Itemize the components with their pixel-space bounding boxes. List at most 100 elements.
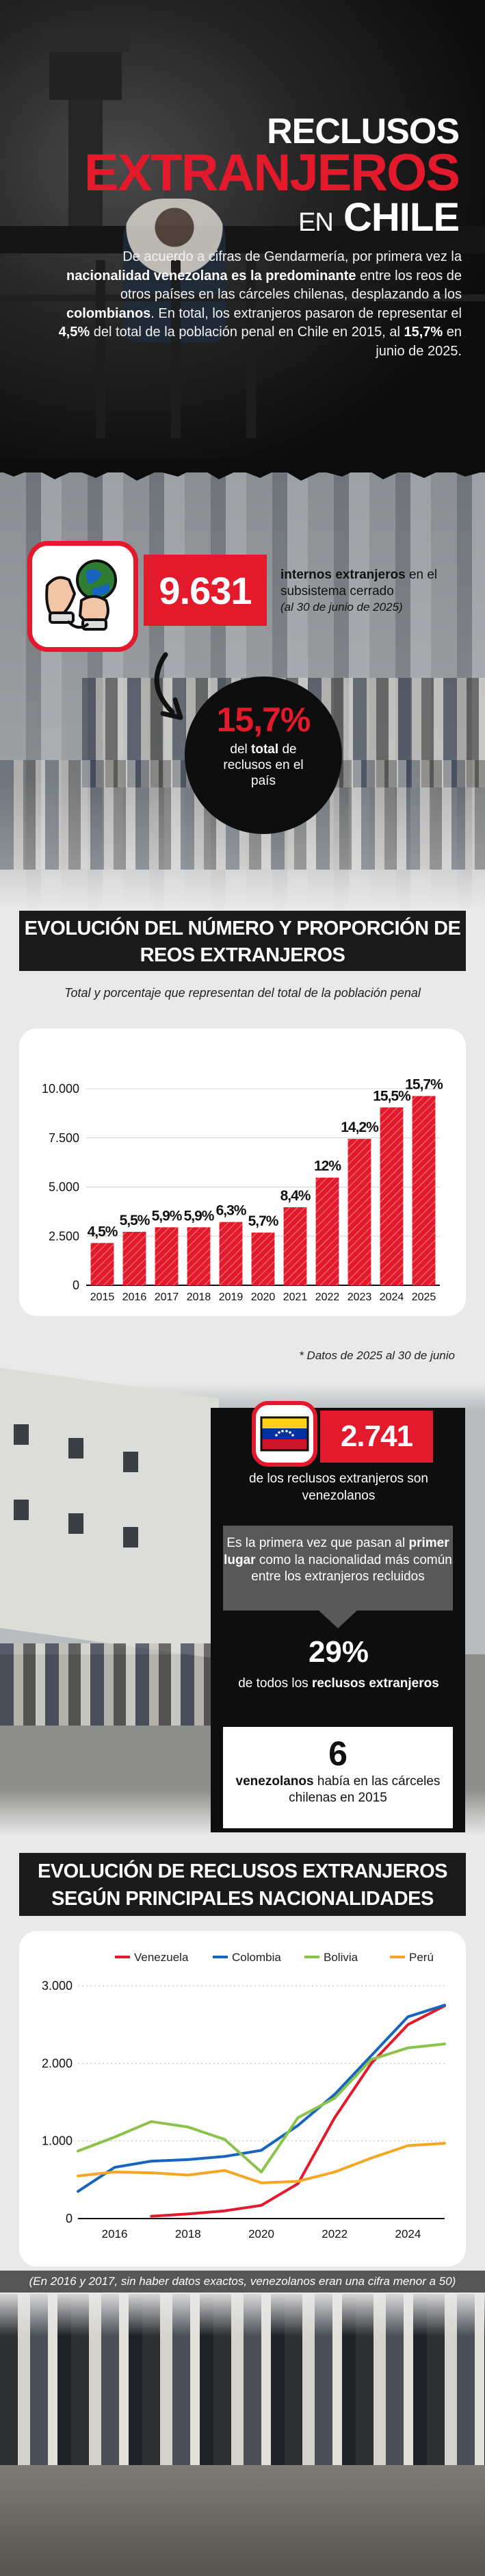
bar-data-label: 15,5% (373, 1088, 411, 1104)
bar-data-label: 5,5% (120, 1213, 150, 1228)
torn-edge-decoration (0, 459, 485, 481)
percentage-value: 15,7% (216, 700, 311, 739)
intro-highlight: 15,7% (404, 325, 443, 340)
legend-label: Venezuela (134, 1951, 189, 1964)
x-tick-label: 2022 (322, 2227, 348, 2240)
watchtower-cabin (49, 52, 122, 100)
bar (219, 1222, 243, 1285)
intro-paragraph: De acuerdo a cifras de Gendarmería, por … (44, 248, 462, 362)
handcuffs-icon-card (27, 541, 138, 652)
handcuffed-globe-icon (45, 559, 117, 631)
wall-image (0, 226, 485, 253)
bar (283, 1207, 307, 1285)
label-bold: total (251, 742, 279, 757)
line-chart: Venezuela Colombia Bolivia Perú 0 1.000 2.000 3… (42, 1951, 446, 2240)
foreign-inmates-count: 9.631 (144, 555, 267, 626)
legend-label: Bolivia (324, 1951, 358, 1964)
callout-pointer (319, 1611, 357, 1628)
label-text: de todos los (238, 1676, 309, 1691)
x-tick-label: 2020 (248, 2227, 274, 2240)
venezuelans-2015-value: 6 (328, 1734, 348, 1773)
inmates-row (0, 1643, 219, 1726)
y-tick-label: 5.000 (49, 1180, 79, 1194)
building-window (123, 1452, 138, 1472)
x-tick-label: 2018 (187, 1291, 211, 1303)
x-tick-label: 2023 (348, 1291, 372, 1303)
building-wall (0, 1367, 219, 1659)
callout-bold: primer lugar (224, 1536, 449, 1567)
venezuelan-share-label: de todos los reclusos extranjeros (212, 1676, 465, 1691)
venezuelans-2015-label: venezolanos había en las cárceles chilen… (223, 1773, 453, 1806)
series-line (77, 2004, 446, 2193)
building-window (14, 1424, 29, 1445)
building-window (68, 1438, 83, 1459)
first-place-callout: Es la primera vez que pasan al primer lu… (223, 1526, 453, 1611)
label-bold: reclusos extranjeros (311, 1676, 439, 1691)
venezuelans-2015-box: 6 venezolanos había en las cárceles chil… (223, 1727, 453, 1828)
label-text: de reclusos en el país (223, 742, 304, 788)
series-line (77, 2142, 446, 2184)
x-tick-label: 2015 (90, 1291, 115, 1303)
bar (348, 1139, 371, 1285)
section-subtitle-1: Total y porcentaje que representan del t… (64, 986, 421, 1000)
chart-card-2 (19, 1931, 466, 2266)
x-tick-label: 2022 (315, 1291, 340, 1303)
building-window (123, 1527, 138, 1548)
title-line-2: EXTRANJEROS (83, 144, 460, 203)
title-chile: CHILE (343, 194, 460, 240)
title-line-1: RECLUSOS (267, 112, 460, 151)
bar (251, 1233, 275, 1285)
bar-data-label: 5,9% (184, 1208, 215, 1224)
percentage-circle: 15,7% del total de reclusos en el país (185, 677, 342, 834)
x-tick-label: 2016 (102, 2227, 128, 2240)
label-date: (al 30 de junio de 2025) (280, 600, 403, 614)
legend-label: Perú (409, 1951, 434, 1964)
x-tick-label: 2020 (251, 1291, 276, 1303)
bar-data-label: 8,4% (280, 1188, 311, 1204)
label-text: en el subsistema cerrado (280, 568, 438, 598)
bar-data-label: 6,3% (216, 1203, 247, 1219)
building-window (68, 1513, 83, 1534)
callout-text: Es la primera vez que pasan al (226, 1536, 406, 1550)
callout-text: como la nacionalidad más común entre los… (251, 1552, 452, 1584)
venezuelan-inmates-label: de los reclusos extranjeros son venezola… (249, 1472, 428, 1503)
section-title-1: EVOLUCIÓN DEL NÚMERO Y PROPORCIÓN DE REO… (19, 911, 466, 971)
y-tick-label: 1.000 (42, 2134, 73, 2148)
x-tick-label: 2018 (175, 2227, 201, 2240)
bar-data-label: 14,2% (341, 1120, 379, 1135)
curved-arrow-icon (154, 652, 183, 720)
y-tick-label: 2.500 (49, 1229, 79, 1243)
intro-text: del total de la población penal en Chile… (93, 325, 400, 340)
venezuelan-inmates-count: 2.741 (320, 1411, 433, 1463)
y-tick-label: 3.000 (42, 1979, 73, 1993)
y-tick-label: 0 (73, 1278, 79, 1292)
bar (380, 1107, 404, 1285)
bar-data-label: 4,5% (88, 1224, 118, 1239)
bar-data-label: 5,7% (248, 1213, 279, 1229)
bar (90, 1243, 114, 1285)
label-bold: internos extranjeros (280, 568, 406, 582)
watchtower-post (68, 100, 103, 244)
building-window (14, 1500, 29, 1520)
section-title-2: EVOLUCIÓN DE RECLUSOS EXTRANJEROS SEGÚN … (19, 1853, 466, 1916)
main-title: RECLUSOS EXTRANJEROS EN CHILE (83, 112, 460, 237)
x-tick-label: 2019 (219, 1291, 244, 1303)
foreign-inmates-label: internos extranjeros en el subsistema ce… (280, 567, 465, 614)
title-en: EN (298, 207, 334, 237)
bar (187, 1227, 211, 1285)
series-line (150, 2004, 446, 2218)
x-tick-label: 2021 (283, 1291, 308, 1303)
intro-text: en junio de 2025. (376, 325, 462, 359)
y-tick-label: 0 (66, 2212, 73, 2225)
intro-highlight: 4,5% (58, 325, 90, 340)
chart-note-1: * Datos de 2025 al 30 de junio (299, 1349, 455, 1362)
label-text: del (230, 742, 248, 757)
bar (155, 1227, 179, 1285)
prison-bar (246, 260, 256, 438)
bar-chart: 0 2.500 5.000 7.500 10.000 4,5% 2015 5,5% 2016 5,… (42, 1077, 444, 1303)
label-bold: venezolanos (235, 1774, 314, 1789)
x-tick-label: 2025 (412, 1291, 436, 1303)
bar-data-label: 15,7% (405, 1077, 443, 1093)
intro-text: entre los reos de otros países en las cá… (120, 268, 462, 303)
